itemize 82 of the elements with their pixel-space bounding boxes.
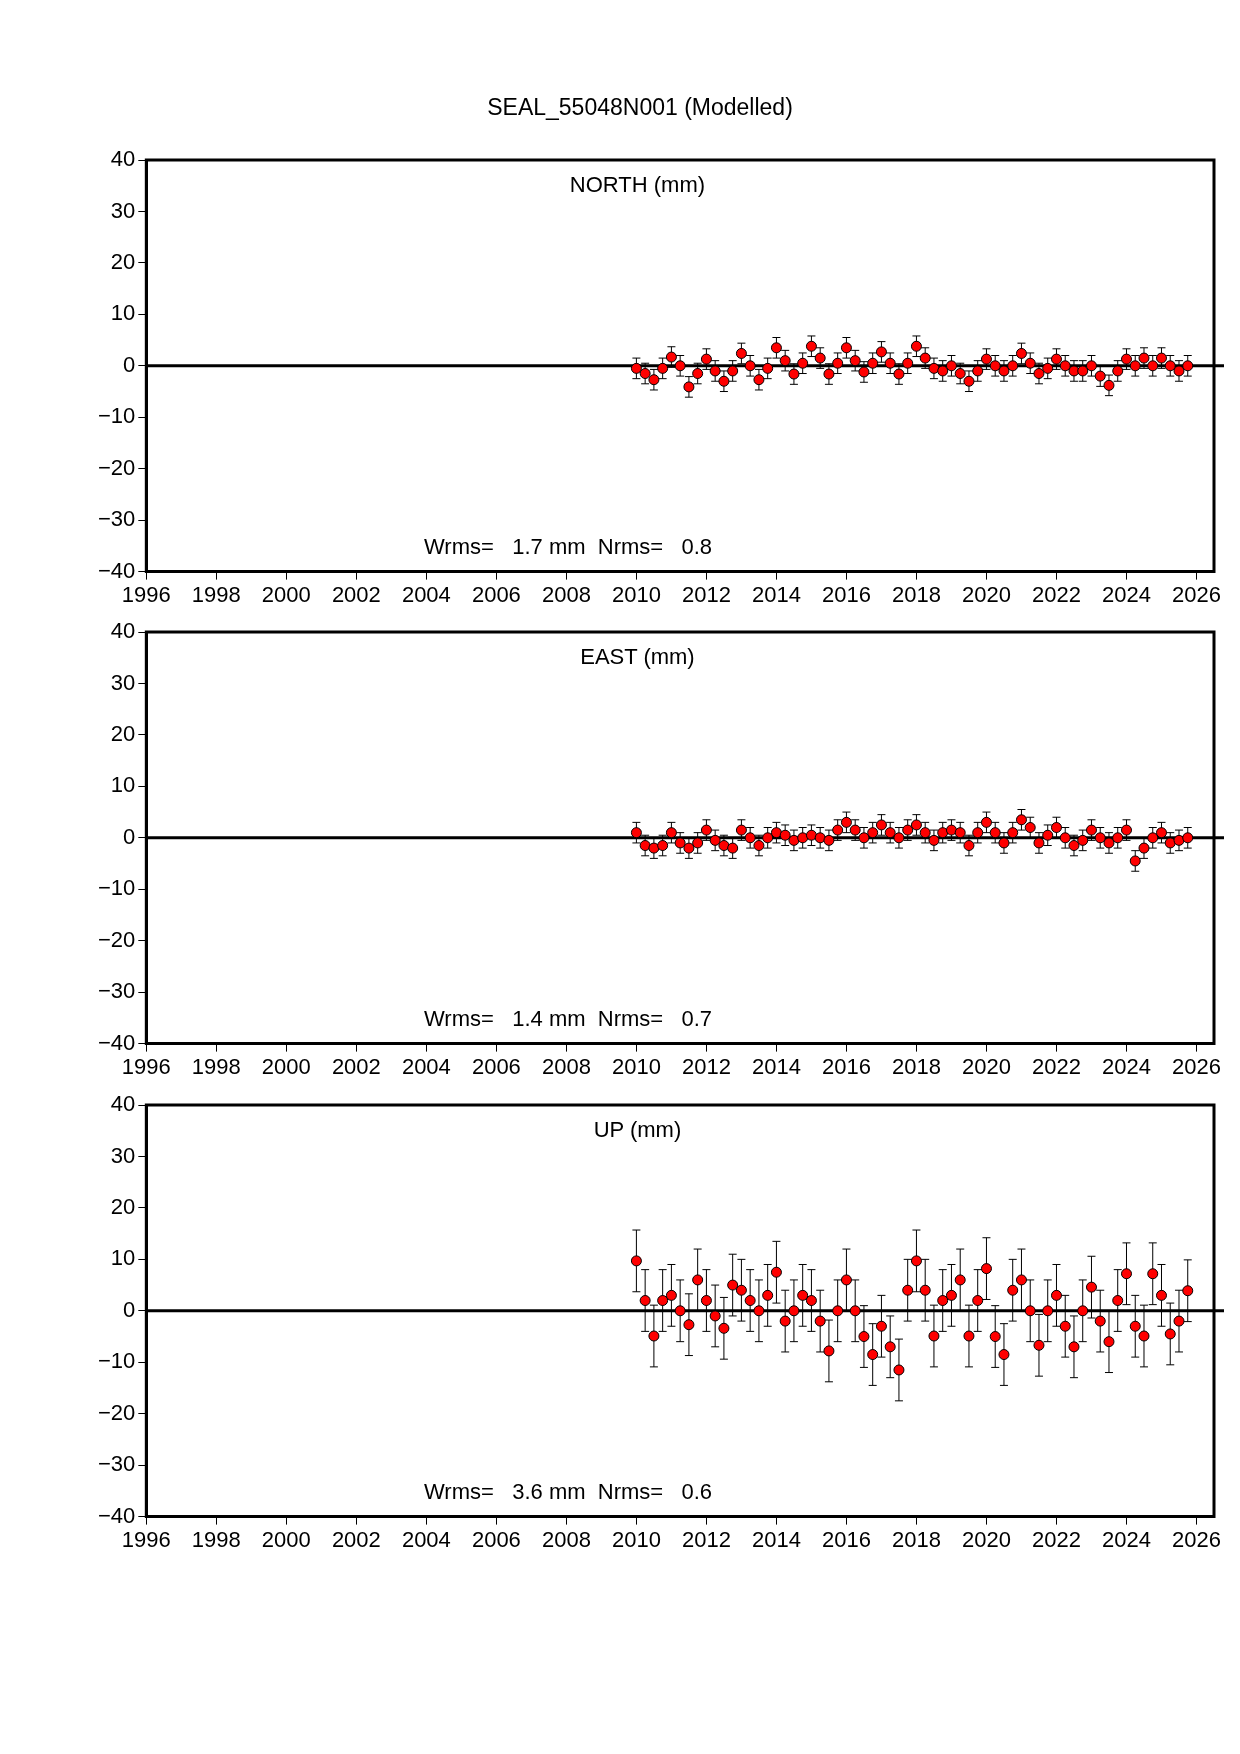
x-tick-label: 2026 [1172,581,1221,607]
x-tick-label: 1998 [191,581,241,607]
x-tick-label: 2010 [611,581,661,607]
y-tick-label: 30 [110,669,136,695]
y-tick-label: 40 [110,618,136,644]
y-tick-label: 10 [110,772,136,798]
x-tick-label: 2010 [611,1053,661,1079]
annotation: Wrms= 1.7 mm Nrms= 0.8 [424,533,713,559]
x-tick-label: 2004 [401,581,451,607]
x-tick-label: 2014 [751,1053,801,1079]
x-tick-label: 2006 [471,581,521,607]
x-tick-label: 2016 [821,581,871,607]
y-tick-label: 20 [110,720,136,746]
x-tick-label: 1998 [191,1053,241,1079]
x-tick-label: 2022 [1032,581,1081,607]
x-tick-label: 1998 [191,1526,241,1552]
annotation: Wrms= 1.4 mm Nrms= 0.7 [424,1005,713,1031]
y-tick-label: −10 [97,403,136,429]
x-tick-label: 2008 [541,1526,591,1552]
y-tick-label: 0 [123,823,136,849]
x-tick-label: 1996 [121,1526,171,1552]
x-tick-label: 2018 [891,1526,941,1552]
x-tick-label: 2004 [401,1053,451,1079]
y-tick-label: 30 [110,197,136,223]
x-tick-label: 2008 [541,581,591,607]
x-tick-label: 2018 [891,581,941,607]
x-tick-label: 2020 [961,1053,1011,1079]
x-tick-label: 2006 [471,1526,521,1552]
x-tick-label: 2020 [961,1526,1011,1552]
text: EAST (mm) [580,644,695,670]
y-tick-label: −30 [97,506,136,532]
x-tick-label: 2006 [471,1053,521,1079]
y-tick-label: 10 [110,300,136,326]
y-tick-label: −20 [97,454,136,480]
x-tick-label: 2022 [1032,1526,1081,1552]
y-tick-label: 10 [110,1245,136,1271]
x-tick-label: 1996 [121,1053,171,1079]
x-tick-label: 2004 [401,1526,451,1552]
x-tick-label: 2016 [821,1526,871,1552]
y-tick-label: 20 [110,1193,136,1219]
x-tick-label: 2014 [751,581,801,607]
x-tick-label: 2002 [331,1526,381,1552]
x-tick-label: 2012 [681,581,731,607]
x-tick-label: 1996 [121,581,171,607]
x-tick-label: 2012 [681,1526,731,1552]
y-tick-label: −40 [97,557,136,583]
x-tick-label: 2008 [541,1053,591,1079]
y-tick-label: −40 [97,1502,136,1528]
text: NORTH (mm) [569,172,706,198]
x-tick-label: 2020 [961,581,1011,607]
y-tick-label: −40 [97,1029,136,1055]
chart-title: SEAL_55048N001 (Modelled) [486,94,794,121]
x-tick-label: 2002 [331,581,381,607]
x-tick-label: 2014 [751,1526,801,1552]
y-tick-label: 0 [123,1296,136,1322]
x-tick-label: 2010 [611,1526,661,1552]
y-tick-label: −20 [97,926,136,952]
x-tick-label: 2012 [681,1053,731,1079]
y-tick-label: 40 [110,146,136,172]
x-tick-label: 2000 [261,581,311,607]
y-tick-label: −10 [97,875,136,901]
x-tick-label: 2022 [1032,1053,1081,1079]
annotation: Wrms= 3.6 mm Nrms= 0.6 [424,1478,713,1504]
x-tick-label: 2024 [1102,581,1151,607]
x-tick-label: 2024 [1102,1053,1151,1079]
x-tick-label: 2016 [821,1053,871,1079]
x-tick-label: 2000 [261,1053,311,1079]
text: UP (mm) [593,1117,682,1143]
y-tick-label: 20 [110,248,136,274]
x-tick-label: 2018 [891,1053,941,1079]
x-tick-label: 2026 [1172,1053,1221,1079]
y-tick-label: −10 [97,1348,136,1374]
x-tick-label: 2024 [1102,1526,1151,1552]
y-tick-label: 30 [110,1142,136,1168]
x-tick-label: 2002 [331,1053,381,1079]
x-tick-label: 2000 [261,1526,311,1552]
y-tick-label: −30 [97,978,136,1004]
y-tick-label: −30 [97,1451,136,1477]
y-tick-label: −20 [97,1399,136,1425]
x-tick-label: 2026 [1172,1526,1221,1552]
y-tick-label: 40 [110,1091,136,1117]
y-tick-label: 0 [123,351,136,377]
